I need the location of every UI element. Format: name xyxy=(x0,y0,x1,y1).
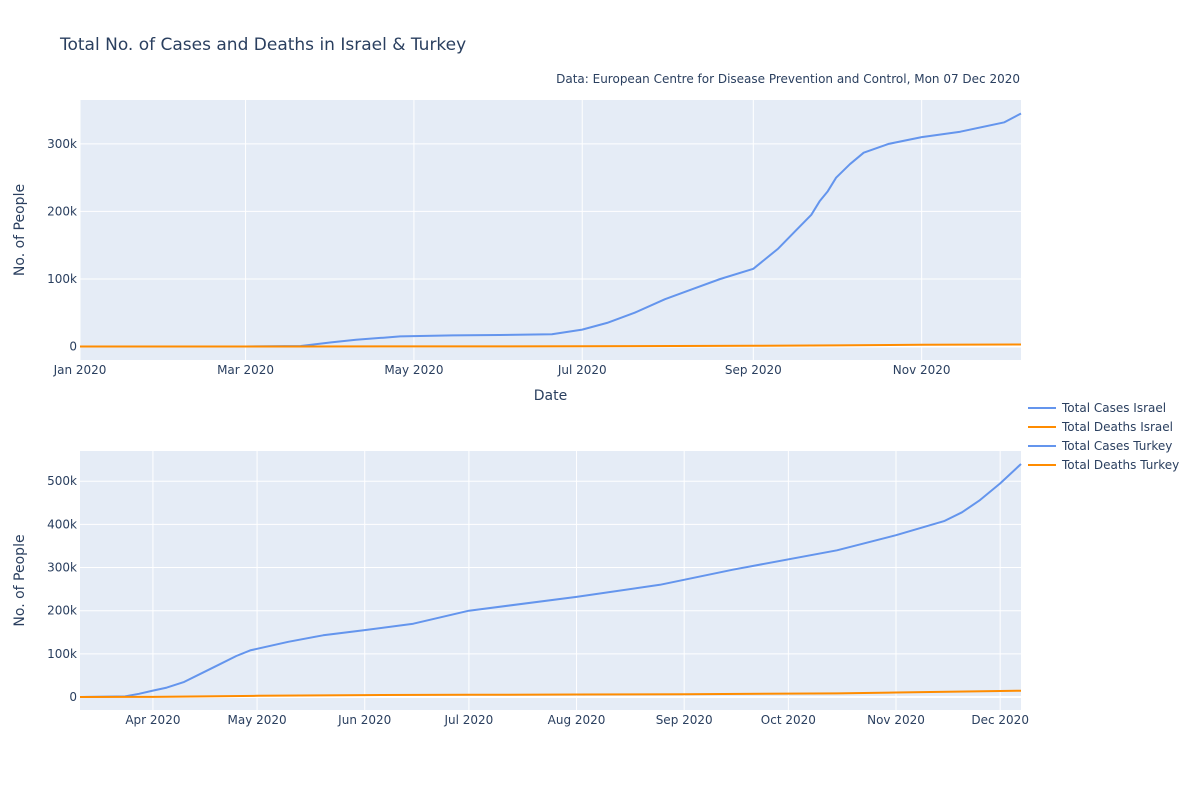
subplot-turkey: Apr 2020 May 2020 Jun 2020 Jul 2020 Aug 2020… xyxy=(12,451,1029,727)
series-line-total-deaths-turkey xyxy=(79,689,1022,698)
y-tick-label: 200k xyxy=(47,204,77,218)
y-tick-label: 200k xyxy=(47,604,77,618)
legend-item-cases-turkey[interactable]: Total Cases Turkey xyxy=(1028,439,1172,453)
legend-label: Total Deaths Israel xyxy=(1061,420,1173,434)
y-tick-label: 300k xyxy=(47,137,77,151)
y-tick-label: 100k xyxy=(47,647,77,661)
x-axis-title: Date xyxy=(534,388,567,404)
x-tick-label: Nov 2020 xyxy=(867,713,925,727)
x-tick-label: Aug 2020 xyxy=(548,713,606,727)
y-tick-label: 0 xyxy=(69,690,77,704)
x-tick-label: Jun 2020 xyxy=(337,713,391,727)
x-tick-label: May 2020 xyxy=(228,713,287,727)
y-tick-label: 500k xyxy=(47,474,77,488)
x-tick-label: May 2020 xyxy=(384,363,443,377)
y-tick-label: 0 xyxy=(69,339,77,353)
x-tick-label: Nov 2020 xyxy=(893,363,951,377)
legend-item-deaths-turkey[interactable]: Total Deaths Turkey xyxy=(1028,458,1179,472)
legend-item-cases-israel[interactable]: Total Cases Israel xyxy=(1028,401,1166,415)
x-tick-label: Jul 2020 xyxy=(557,363,607,377)
y-tick-label: 300k xyxy=(47,561,77,575)
legend-label: Total Cases Israel xyxy=(1061,401,1166,415)
y-tick-label: 100k xyxy=(47,272,77,286)
x-tick-label: Mar 2020 xyxy=(217,363,274,377)
y-axis-title: No. of People xyxy=(12,184,28,276)
legend-label: Total Cases Turkey xyxy=(1061,439,1172,453)
y-tick-label: 400k xyxy=(47,517,77,531)
y-axis-title: No. of People xyxy=(12,534,28,626)
plot-area xyxy=(80,100,1021,360)
series-line-total-deaths-israel xyxy=(80,343,1022,348)
series-line-total-cases-turkey xyxy=(79,463,1022,698)
x-tick-label: Sep 2020 xyxy=(725,363,782,377)
x-tick-label: Apr 2020 xyxy=(125,713,180,727)
subplot-israel: Jan 2020 Mar 2020 May 2020 Jul 2020 Sep 2020… xyxy=(12,100,1022,404)
x-tick-label: Dec 2020 xyxy=(971,713,1029,727)
x-tick-label: Jul 2020 xyxy=(443,713,493,727)
legend-item-deaths-israel[interactable]: Total Deaths Israel xyxy=(1028,420,1173,434)
legend-label: Total Deaths Turkey xyxy=(1061,458,1179,472)
x-tick-label: Jan 2020 xyxy=(53,363,107,377)
chart-title: Total No. of Cases and Deaths in Israel … xyxy=(59,35,466,55)
source-note: Data: European Centre for Disease Preven… xyxy=(556,72,1020,86)
plot-area xyxy=(80,451,1021,710)
legend: Total Cases Israel Total Deaths Israel T… xyxy=(1028,401,1179,472)
x-tick-label: Sep 2020 xyxy=(656,713,713,727)
x-tick-label: Oct 2020 xyxy=(761,713,816,727)
series-line-total-cases-israel xyxy=(80,112,1022,348)
